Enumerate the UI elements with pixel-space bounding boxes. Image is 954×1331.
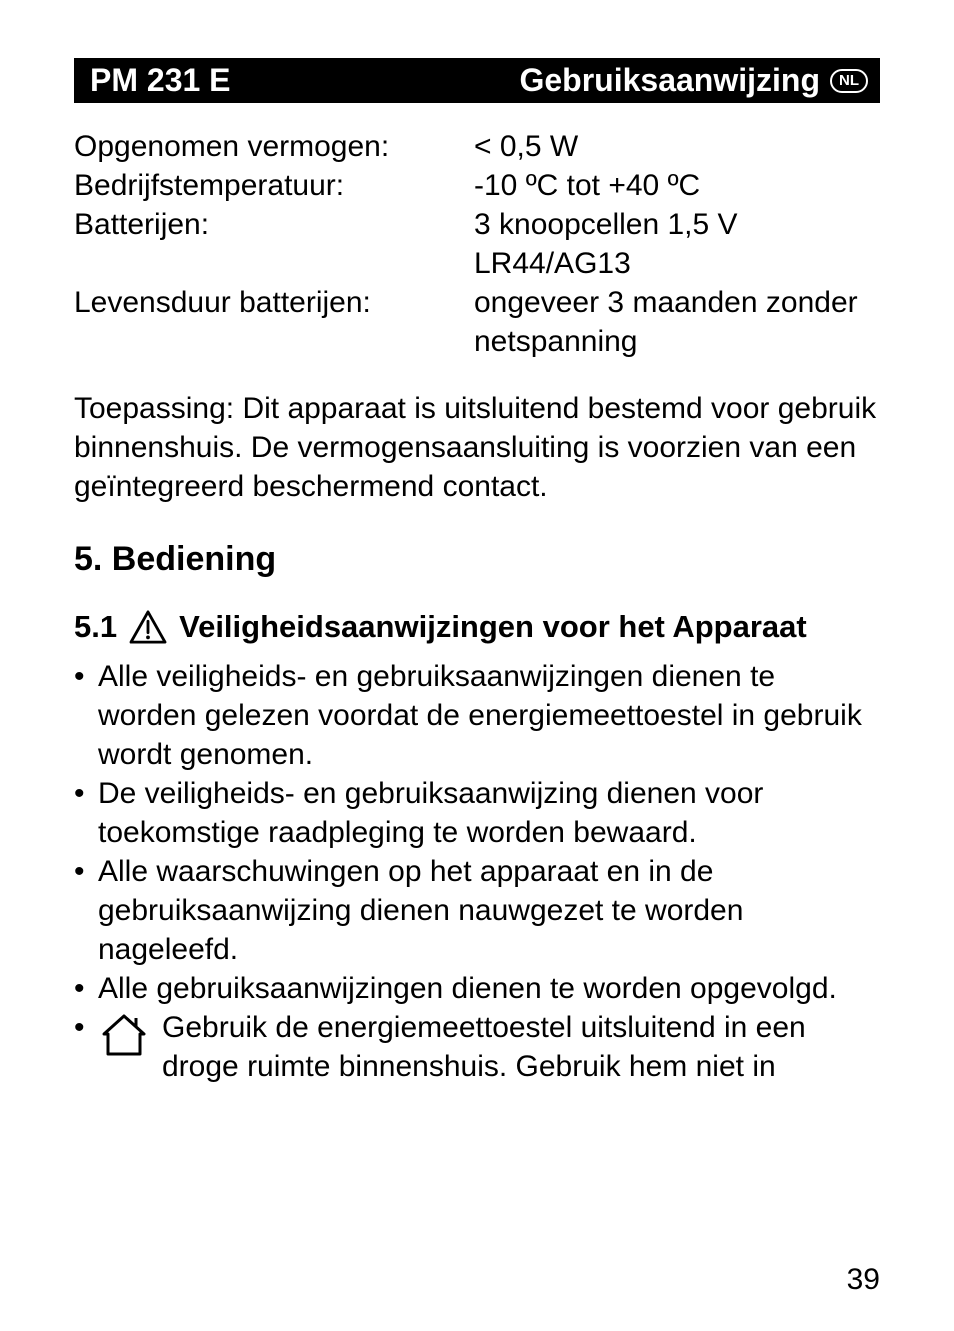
application-paragraph: Toepassing: Dit apparaat is uitsluitend … bbox=[74, 389, 880, 506]
spec-table: Opgenomen vermogen: < 0,5 W Bedrijfstemp… bbox=[74, 127, 880, 361]
spec-label: Bedrijfstemperatuur: bbox=[74, 166, 474, 205]
spec-label: Opgenomen vermogen: bbox=[74, 127, 474, 166]
bullet-marker: • bbox=[74, 657, 98, 774]
bullet-text: Alle waarschuwingen op het apparaat en i… bbox=[98, 852, 880, 969]
bullet-text: De veiligheids- en gebruiksaanwijzing di… bbox=[98, 774, 880, 852]
spec-value: 3 knoopcellen 1,5 V LR44/AG13 bbox=[474, 205, 880, 283]
spec-label: Levensduur batterijen: bbox=[74, 283, 474, 361]
list-item: • De veiligheids- en gebruiksaanwijzing … bbox=[74, 774, 880, 852]
bullet-marker: • bbox=[74, 969, 98, 1008]
bullet-marker: • bbox=[74, 852, 98, 969]
house-icon bbox=[98, 1008, 162, 1072]
house-bullet-text: Gebruik de energiemeettoestel uitsluiten… bbox=[162, 1008, 880, 1086]
page-number: 39 bbox=[847, 1263, 880, 1297]
subsection-title: Veiligheidsaanwijzingen voor het Apparaa… bbox=[179, 609, 807, 645]
warning-icon bbox=[129, 610, 167, 644]
subsection-heading: 5.1 Veiligheidsaanwijzingen voor het App… bbox=[74, 609, 880, 645]
bullet-marker: • bbox=[74, 774, 98, 852]
spec-label: Batterijen: bbox=[74, 205, 474, 283]
model-label: PM 231 E bbox=[90, 62, 231, 99]
header-right: Gebruiksaanwijzing NL bbox=[519, 62, 868, 99]
section-heading: 5. Bediening bbox=[74, 540, 880, 579]
list-item: • Gebruik de energiemeettoestel uitsluit… bbox=[74, 1008, 880, 1086]
bullet-list: • Alle veiligheids- en gebruiksaanwijzin… bbox=[74, 657, 880, 1086]
list-item: • Alle waarschuwingen op het apparaat en… bbox=[74, 852, 880, 969]
list-item: • Alle gebruiksaanwijzingen dienen te wo… bbox=[74, 969, 880, 1008]
bullet-text: Alle veiligheids- en gebruiksaanwijzinge… bbox=[98, 657, 880, 774]
spec-value: -10 ºC tot +40 ºC bbox=[474, 166, 880, 205]
spec-value: < 0,5 W bbox=[474, 127, 880, 166]
bullet-marker: • bbox=[74, 1008, 98, 1086]
spec-value: ongeveer 3 maanden zonder netspanning bbox=[474, 283, 880, 361]
doc-title: Gebruiksaanwijzing bbox=[519, 62, 820, 99]
list-item: • Alle veiligheids- en gebruiksaanwijzin… bbox=[74, 657, 880, 774]
house-bullet-body: Gebruik de energiemeettoestel uitsluiten… bbox=[98, 1008, 880, 1086]
spec-row: Bedrijfstemperatuur: -10 ºC tot +40 ºC bbox=[74, 166, 880, 205]
bullet-text: Alle gebruiksaanwijzingen dienen te word… bbox=[98, 969, 880, 1008]
spec-row: Batterijen: 3 knoopcellen 1,5 V LR44/AG1… bbox=[74, 205, 880, 283]
language-badge: NL bbox=[830, 69, 868, 93]
header-bar: PM 231 E Gebruiksaanwijzing NL bbox=[74, 58, 880, 103]
subsection-number: 5.1 bbox=[74, 609, 117, 645]
spec-row: Opgenomen vermogen: < 0,5 W bbox=[74, 127, 880, 166]
spec-row: Levensduur batterijen: ongeveer 3 maande… bbox=[74, 283, 880, 361]
